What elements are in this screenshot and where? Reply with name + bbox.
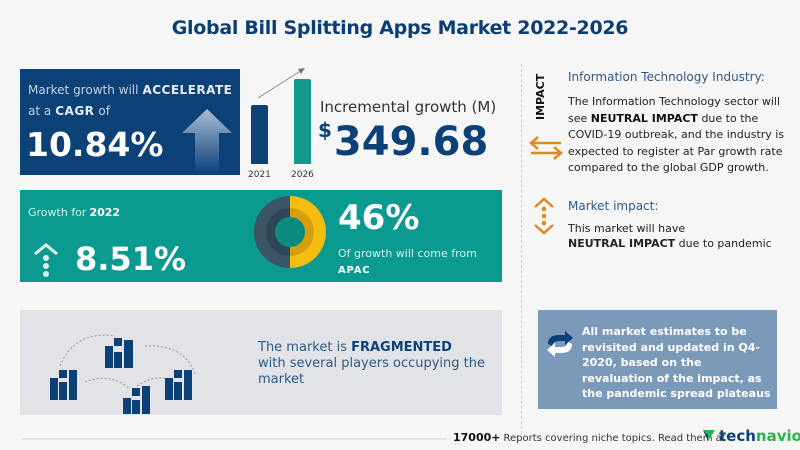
cagr-value: 10.84%	[26, 125, 164, 164]
incremental-label: Incremental growth (M)	[320, 98, 497, 116]
logo-flag-icon	[703, 430, 715, 441]
apac-percentage: 46%	[338, 198, 420, 238]
growth-label-text: Growth for	[28, 206, 87, 219]
currency-symbol: $	[318, 118, 332, 142]
incremental-bar-chart: 2021 2026	[248, 64, 318, 180]
cagr-line2-text: at a	[28, 104, 52, 118]
bar-2026	[294, 79, 311, 164]
cagr-accelerate: ACCELERATE	[142, 83, 233, 97]
market-impact-icon	[534, 197, 554, 235]
industry-title: Information Technology Industry:	[568, 70, 765, 84]
buildings-icon	[50, 334, 195, 414]
cagr-line1: Market growth will ACCELERATE	[28, 83, 236, 97]
update-card: All market estimates to be revisited and…	[538, 310, 777, 409]
apac-donut-icon	[254, 196, 326, 268]
cagr-card: Market growth will ACCELERATE at a CAGR of …	[20, 69, 240, 175]
fragmented-card: The market is FRAGMENTED with several pla…	[20, 310, 502, 415]
technavio-logo[interactable]: technavio	[702, 427, 800, 445]
growth-up-icon	[34, 243, 58, 277]
footer-text: 17000+ Reports covering niche topics. Rea…	[453, 431, 726, 444]
footer-message: Reports covering niche topics. Read them…	[503, 433, 726, 444]
market-body-1: This market will have	[568, 222, 686, 235]
dashed-divider	[521, 64, 522, 434]
cagr-line2: at a CAGR of	[28, 104, 110, 118]
footer-count: 17000+	[453, 431, 501, 444]
frag-prefix: The market is	[258, 340, 347, 355]
impact-vertical-label: IMPACT	[534, 73, 547, 121]
cagr-label: CAGR	[55, 104, 95, 118]
cagr-line1-text: Market growth will	[28, 83, 139, 97]
fragmented-text: The market is FRAGMENTED with several pla…	[258, 340, 488, 388]
footer-rule	[22, 438, 447, 440]
update-text: All market estimates to be revisited and…	[582, 325, 771, 400]
growth-value: 8.51%	[75, 240, 187, 278]
bar-2021	[251, 105, 268, 164]
market-impact-title: Market impact:	[568, 199, 659, 213]
incremental-amount: 349.68	[333, 119, 489, 165]
growth-label: Growth for 2022	[28, 206, 120, 219]
bar-label-2021: 2021	[248, 170, 271, 180]
apac-region: APAC	[338, 265, 371, 276]
industry-body-2: due to the COVID-19 outbreak, and the in…	[568, 111, 785, 175]
logo-tech: tech	[719, 427, 756, 445]
cagr-of: of	[98, 104, 110, 118]
industry-body-1: The Information Technology sector will s…	[568, 95, 781, 125]
bar-label-2026: 2026	[291, 170, 314, 180]
up-arrow-icon	[182, 109, 232, 173]
industry-neutral: NEUTRAL IMPACT	[590, 111, 698, 125]
frag-suffix: with several players occupying the marke…	[258, 356, 486, 387]
growth-year: 2022	[89, 206, 121, 219]
swap-arrows-icon	[529, 136, 563, 160]
market-neutral: NEUTRAL IMPACT	[568, 237, 676, 250]
market-body-2: due to pandemic	[678, 237, 772, 250]
trend-arrow-icon	[257, 68, 305, 99]
refresh-icon	[547, 331, 573, 357]
apac-description: Of growth will come from	[338, 247, 477, 260]
growth-card: Growth for 2022 8.51% 46% Of growth will …	[20, 190, 502, 282]
market-impact-body: This market will have NEUTRAL IMPACT due …	[568, 221, 772, 251]
frag-emphasis: FRAGMENTED	[351, 340, 452, 355]
page-title: Global Bill Splitting Apps Market 2022-2…	[171, 17, 629, 39]
logo-navio: navio	[755, 427, 800, 445]
industry-body: The Information Technology sector will s…	[568, 94, 800, 177]
incremental-value: $349.68	[318, 118, 488, 165]
